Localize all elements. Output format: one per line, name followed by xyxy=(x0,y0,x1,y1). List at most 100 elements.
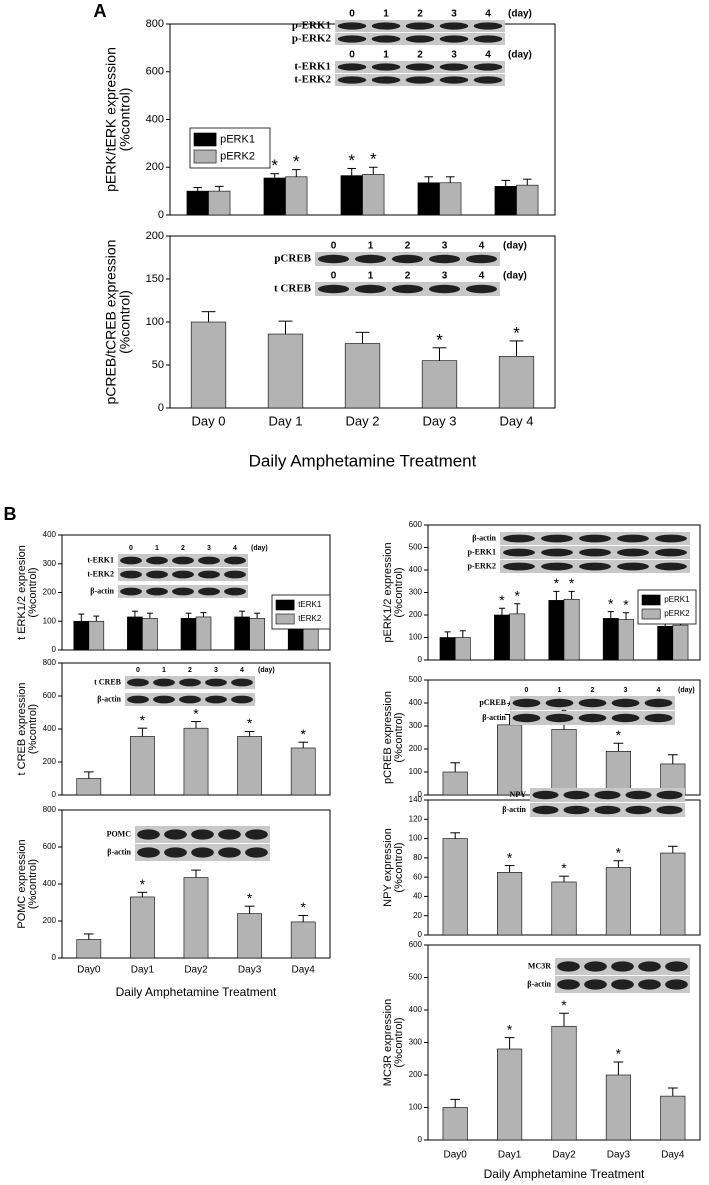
bar xyxy=(127,616,143,651)
blot-band xyxy=(541,534,573,543)
significance-star: * xyxy=(561,997,567,1013)
blot-band xyxy=(337,63,367,71)
legend-label: pERK1 xyxy=(220,133,255,145)
y-tick-label: 0 xyxy=(158,209,164,221)
y-axis-label: (%control) xyxy=(393,712,405,762)
blot-band xyxy=(584,979,607,990)
blot-label: p-ERK2 xyxy=(468,561,496,570)
y-axis-label: (%control) xyxy=(27,704,39,754)
significance-star: * xyxy=(616,844,622,860)
blot-band xyxy=(317,284,350,294)
y-tick-label: 100 xyxy=(43,616,57,625)
blot-band xyxy=(153,695,175,704)
y-tick-label: 200 xyxy=(146,161,164,173)
blot-band xyxy=(578,698,607,708)
blot-band xyxy=(532,805,559,815)
blot-day: 0 xyxy=(525,687,529,694)
y-tick-label: 120 xyxy=(409,814,423,823)
bar xyxy=(76,939,102,959)
bar xyxy=(672,624,689,661)
x-tick-label: Day 0 xyxy=(192,413,226,428)
blot-day: 0 xyxy=(129,545,133,552)
blot-band xyxy=(563,805,590,815)
bar xyxy=(362,174,385,216)
bar xyxy=(190,321,227,409)
blot-band xyxy=(245,829,268,840)
y-tick-label: 300 xyxy=(409,721,423,730)
blot-band xyxy=(541,562,573,571)
panel-label: A xyxy=(94,1,107,21)
y-tick-label: 0 xyxy=(418,655,423,664)
blot-label: p-ERK2 xyxy=(292,33,332,45)
blot-band xyxy=(512,698,541,708)
y-tick-label: 0 xyxy=(418,790,423,799)
blot-band xyxy=(391,254,424,264)
blot-band xyxy=(137,847,160,858)
blot-band xyxy=(354,254,387,264)
blot-band xyxy=(371,76,401,84)
blot-band xyxy=(179,678,201,687)
bar xyxy=(263,177,286,216)
bar xyxy=(497,1048,523,1141)
blot-day: 2 xyxy=(188,667,192,674)
significance-star: * xyxy=(499,592,505,608)
bar xyxy=(88,620,105,651)
blot-band xyxy=(198,587,220,596)
blot-day: 4 xyxy=(657,687,661,694)
bar xyxy=(605,1074,631,1141)
blot-day: 4 xyxy=(479,241,485,252)
blot-band xyxy=(579,534,611,543)
bar xyxy=(130,736,155,796)
x-tick-label: Day1 xyxy=(131,965,155,976)
y-tick-label: 200 xyxy=(43,588,57,597)
bar xyxy=(494,186,517,216)
blot-band xyxy=(198,556,220,565)
blot-label: β-actin xyxy=(502,805,526,814)
blot-day: 4 xyxy=(485,9,491,20)
blot-band xyxy=(594,805,621,815)
x-tick-label: Day0 xyxy=(77,965,101,976)
blot-band xyxy=(231,678,253,687)
significance-star: * xyxy=(140,876,146,892)
x-tick-label: Day 4 xyxy=(500,413,534,428)
blot-band xyxy=(191,829,214,840)
blot-day: 0 xyxy=(331,271,337,282)
bar xyxy=(186,190,209,216)
bar xyxy=(442,1107,468,1141)
blot-band xyxy=(405,63,435,71)
y-tick-label: 200 xyxy=(43,916,57,925)
y-axis-label: t CREB expression xyxy=(16,683,28,776)
y-tick-label: 200 xyxy=(409,744,423,753)
legend-label: tERK2 xyxy=(298,614,322,623)
x-tick-label: Day3 xyxy=(607,1150,631,1161)
blot-band xyxy=(224,587,246,596)
blot-day: 1 xyxy=(383,9,389,20)
blot-label: POMC xyxy=(107,829,132,838)
y-tick-label: 800 xyxy=(146,18,164,30)
y-tick-label: 0 xyxy=(52,645,57,654)
blot-band xyxy=(655,562,687,571)
x-axis-label: Daily Amphetamine Treatment xyxy=(484,1167,645,1181)
bar xyxy=(249,618,265,651)
significance-star: * xyxy=(616,727,622,743)
blot-band xyxy=(405,76,435,84)
blot-band xyxy=(617,562,649,571)
y-tick-label: 800 xyxy=(43,658,57,667)
blot-band xyxy=(218,847,241,858)
blot-band xyxy=(545,713,574,723)
blot-band xyxy=(231,695,253,704)
blot-band xyxy=(473,35,503,43)
y-tick-label: 300 xyxy=(43,559,57,568)
blot-band xyxy=(532,790,559,800)
blot-label: t CREB xyxy=(274,283,312,295)
y-tick-label: 40 xyxy=(413,892,422,901)
blot-band xyxy=(120,570,142,579)
blot-band xyxy=(473,63,503,71)
bar xyxy=(454,637,471,661)
blot-band xyxy=(579,562,611,571)
bar xyxy=(498,356,535,409)
y-axis-label: POMC expression xyxy=(16,839,28,928)
blot-day: 4 xyxy=(240,667,244,674)
y-tick-label: 150 xyxy=(146,273,164,285)
significance-star: * xyxy=(616,1046,622,1062)
